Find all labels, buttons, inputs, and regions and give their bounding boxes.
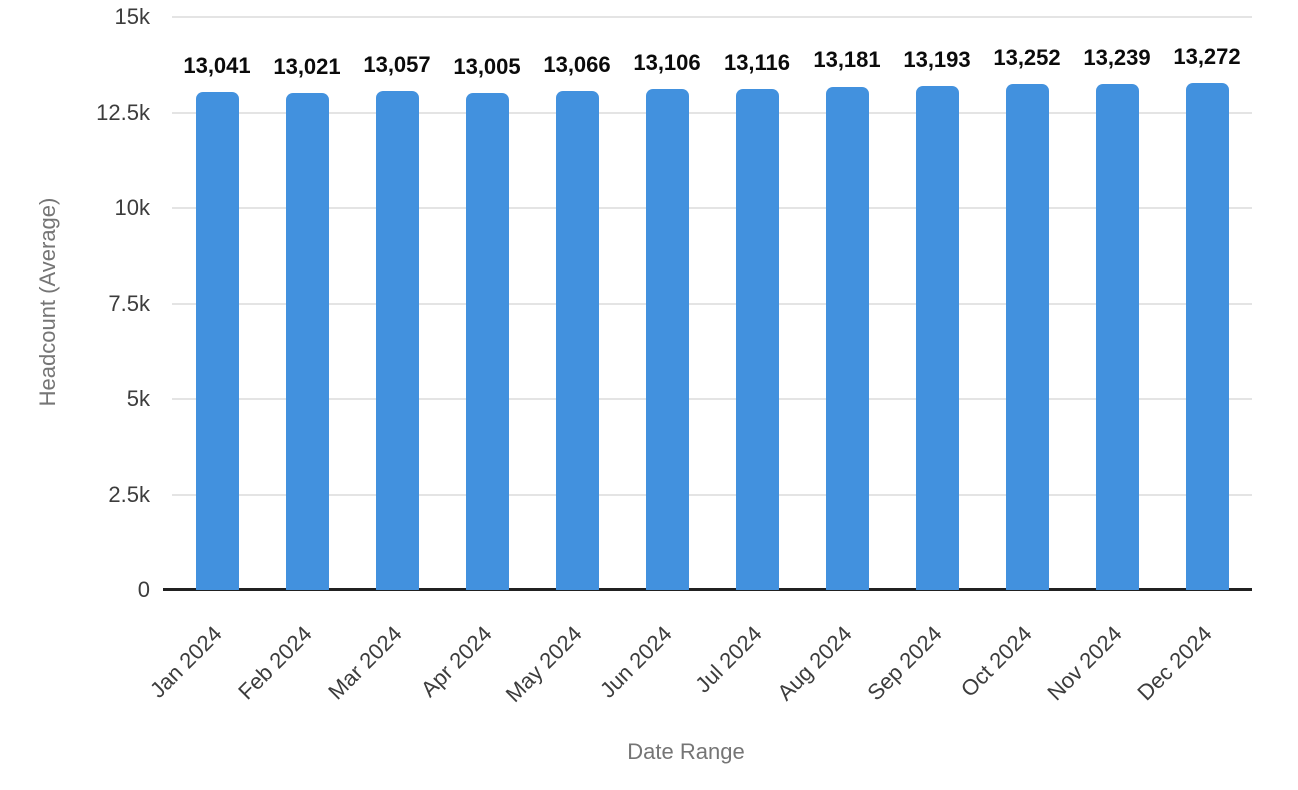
y-tick-label: 2.5k: [108, 481, 150, 507]
bar-value-label: 13,106: [633, 50, 701, 76]
x-tick-label: Sep 2024: [862, 621, 947, 706]
plot-area: 13,041 13,021 13,057 13,005 13,066 13,106 13,1…: [163, 16, 1252, 591]
bar-value-label: 13,005: [453, 54, 521, 80]
gridline: [172, 207, 1252, 209]
gridline: [172, 493, 1252, 496]
bar-may-2024[interactable]: [555, 90, 599, 590]
bar-value-label: 13,041: [183, 52, 251, 78]
x-tick-label: Mar 2024: [323, 621, 407, 705]
x-tick-label: Jun 2024: [594, 621, 677, 703]
bar-value-label: 13,272: [1173, 44, 1241, 69]
x-tick-label: May 2024: [500, 621, 587, 708]
bar-oct-2024[interactable]: [1005, 83, 1049, 590]
x-tick-label: Aug 2024: [772, 621, 857, 706]
x-tick-label: Oct 2024: [955, 621, 1037, 702]
x-tick-label: Dec 2024: [1132, 621, 1217, 706]
y-tick-label: 0: [137, 577, 150, 602]
gridline: [172, 16, 1252, 18]
x-tick-label: Feb 2024: [233, 621, 317, 705]
x-tick-label: Jan 2024: [144, 621, 227, 703]
bar-value-label: 13,066: [543, 51, 611, 77]
y-tick-label: 15k: [114, 4, 150, 29]
bar-value-label: 13,021: [273, 53, 341, 79]
bar-value-label: 13,193: [903, 47, 971, 73]
bar-feb-2024[interactable]: [285, 92, 329, 590]
gridline: [172, 398, 1252, 400]
bar-jul-2024[interactable]: [735, 88, 779, 590]
gridline: [172, 111, 1252, 114]
bar-value-label: 13,057: [363, 52, 431, 78]
bar-apr-2024[interactable]: [465, 93, 509, 590]
gridline: [172, 302, 1252, 305]
x-axis-title: Date Range: [627, 739, 745, 764]
bar-jun-2024[interactable]: [645, 89, 689, 590]
y-tick-label: 5k: [126, 386, 150, 411]
bar-nov-2024[interactable]: [1095, 84, 1139, 590]
x-tick-label: Jul 2024: [690, 621, 767, 698]
x-tick-label: Apr 2024: [415, 621, 497, 702]
bar-jan-2024[interactable]: [195, 91, 239, 590]
bar-value-label: 13,239: [1083, 45, 1151, 71]
bar-value-label: 13,116: [723, 49, 791, 75]
bar-value-label: 13,252: [993, 44, 1061, 70]
bar-sep-2024[interactable]: [915, 86, 959, 590]
x-tick-label: Nov 2024: [1042, 621, 1127, 706]
y-tick-label: 10k: [114, 195, 150, 220]
bar-mar-2024[interactable]: [375, 91, 419, 590]
bar-aug-2024[interactable]: [825, 86, 869, 590]
bar-dec-2024[interactable]: [1185, 83, 1229, 590]
bar-value-label: 13,181: [813, 47, 881, 73]
y-tick-label: 7.5k: [108, 290, 150, 316]
x-axis-line: [163, 588, 1252, 591]
y-tick-label: 12.5k: [96, 99, 150, 125]
